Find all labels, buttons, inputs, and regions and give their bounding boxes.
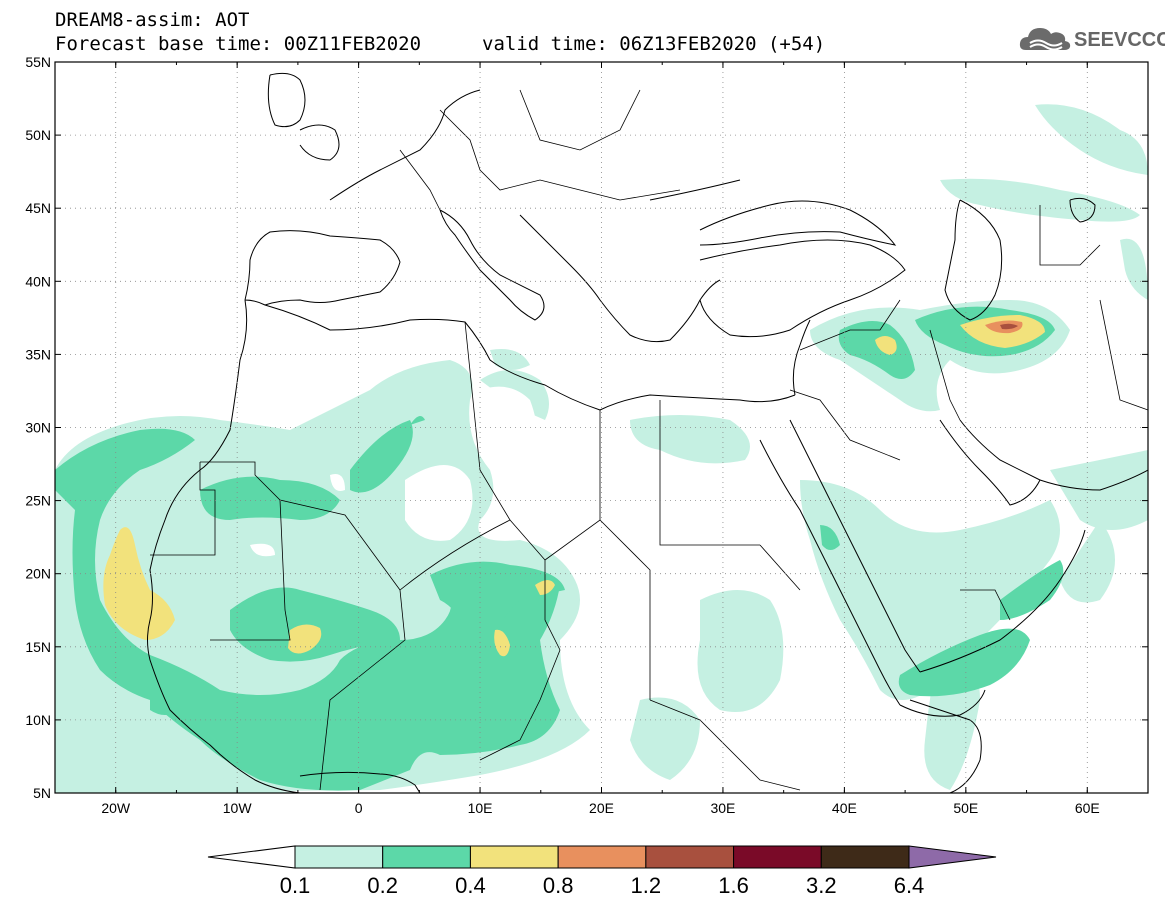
- lat-tick-label: 20N: [25, 566, 51, 582]
- valid-time-label: valid time: 06Z13FEB2020 (+54): [482, 33, 826, 55]
- latitude-ticks: 55N 50N 45N 40N 35N 30N 25N 20N 15N 10N 5N: [25, 54, 1148, 801]
- aot-shading: [55, 104, 1148, 793]
- colorbar-label: 0.2: [367, 873, 398, 898]
- lon-tick-label: 30E: [710, 800, 735, 816]
- colorbar-label: 0.8: [543, 873, 574, 898]
- lon-tick-label: 40E: [832, 800, 857, 816]
- lon-tick-label: 0: [355, 800, 363, 816]
- colorbar-label: 3.2: [806, 873, 837, 898]
- colorbar-box: [820, 845, 910, 869]
- lon-tick-label: 10W: [223, 800, 253, 816]
- colorbar-box: [294, 845, 384, 869]
- colorbar-label: 1.2: [631, 873, 662, 898]
- lon-tick-label: 20E: [589, 800, 614, 816]
- colorbar-high-arrow: [908, 845, 997, 869]
- base-time-label: Forecast base time: 00Z11FEB2020: [55, 33, 422, 55]
- lat-tick-label: 5N: [33, 785, 51, 801]
- colorbar: 0.1 0.2 0.4 0.8 1.2 1.6 3.2 6.4: [207, 845, 997, 898]
- colorbar-label: 0.4: [455, 873, 486, 898]
- colorbar-label: 0.1: [280, 873, 311, 898]
- lat-tick-label: 40N: [25, 273, 51, 289]
- colorbar-box: [645, 845, 735, 869]
- borders: [150, 89, 1148, 791]
- colorbar-box: [733, 845, 822, 869]
- colorbar-low-arrow: [207, 845, 296, 869]
- longitude-ticks: 20W 10W 0 10E 20E 30E 40E 50E 60E: [54, 62, 1149, 816]
- lat-tick-label: 50N: [25, 127, 51, 143]
- colorbar-label: 1.6: [718, 873, 749, 898]
- cloud-icon: [1019, 28, 1071, 51]
- map-title: DREAM8-assim: AOT: [55, 9, 250, 31]
- seevccc-logo: SEEVCCC: [1018, 22, 1165, 56]
- colorbar-box: [382, 845, 471, 869]
- logo-text: SEEVCCC: [1074, 29, 1165, 51]
- lon-tick-label: 60E: [1075, 800, 1100, 816]
- lon-tick-label: 20W: [101, 800, 131, 816]
- lon-tick-label: 10E: [468, 800, 493, 816]
- coastlines: [147, 72, 1148, 793]
- lon-tick-label: 50E: [953, 800, 978, 816]
- lat-tick-label: 55N: [25, 54, 51, 70]
- colorbar-box: [557, 845, 647, 869]
- colorbar-box: [469, 845, 559, 869]
- lat-tick-label: 30N: [25, 420, 51, 436]
- colorbar-label: 6.4: [894, 873, 925, 898]
- lat-tick-label: 10N: [25, 712, 51, 728]
- lat-tick-label: 15N: [25, 639, 51, 655]
- lat-tick-label: 25N: [25, 493, 51, 509]
- gridlines: [55, 62, 1148, 793]
- lat-tick-label: 35N: [25, 346, 51, 362]
- lat-tick-label: 45N: [25, 200, 51, 216]
